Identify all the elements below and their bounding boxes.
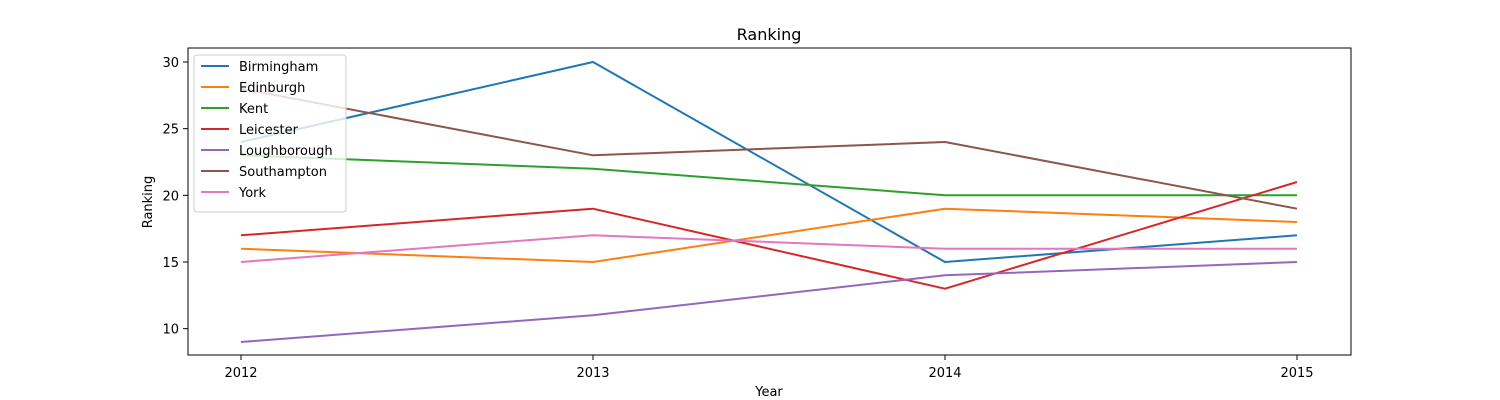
x-axis: 2012 2013 2014 2015 xyxy=(224,355,1314,381)
y-tick-label: 25 xyxy=(162,123,179,138)
legend-box xyxy=(193,54,347,213)
legend-label-leicester: Leicester xyxy=(239,123,299,138)
legend: Birmingham Edinburgh Kent Leicester Loughbor… xyxy=(193,54,347,213)
y-tick-label: 20 xyxy=(162,189,179,204)
y-tick-label: 30 xyxy=(162,56,179,71)
y-tick-label: 15 xyxy=(162,256,179,271)
series-line-southampton xyxy=(240,87,1298,210)
series-line-loughborough xyxy=(240,261,1298,343)
legend-label-york: York xyxy=(238,186,267,201)
series-line-york xyxy=(240,234,1297,263)
legend-label-kent: Kent xyxy=(239,102,268,117)
legend-label-edinburgh: Edinburgh xyxy=(239,81,305,96)
series-line-edinburgh xyxy=(240,207,1298,263)
series-layer xyxy=(240,61,1298,343)
x-tick-label: 2015 xyxy=(1280,366,1313,381)
plot-area xyxy=(187,47,1352,356)
x-tick-label: 2013 xyxy=(576,366,609,381)
legend-label-southampton: Southampton xyxy=(239,165,327,180)
y-axis-label: Ranking xyxy=(141,176,156,229)
legend-label-loughborough: Loughborough xyxy=(239,144,333,159)
series-line-leicester xyxy=(240,181,1298,290)
x-tick-label: 2014 xyxy=(928,366,961,381)
series-line-kent xyxy=(240,154,1297,197)
y-axis: 10 15 20 25 30 xyxy=(162,56,188,338)
x-axis-label: Year xyxy=(754,385,783,400)
chart-title: Ranking xyxy=(737,25,802,44)
y-tick-label: 10 xyxy=(162,323,179,338)
legend-label-birmingham: Birmingham xyxy=(239,60,318,75)
x-tick-label: 2012 xyxy=(224,366,257,381)
